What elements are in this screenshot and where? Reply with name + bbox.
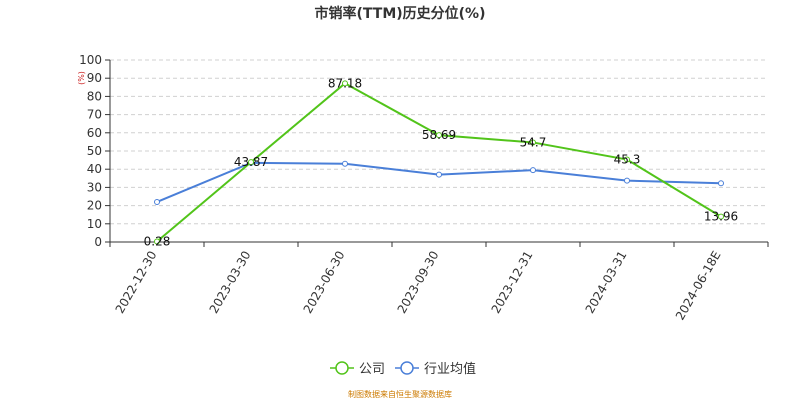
y-tick-label: 60	[87, 126, 102, 140]
data-point	[342, 80, 348, 87]
x-tick-label: 2023-03-30	[207, 249, 254, 316]
x-tick-label: 2023-06-30	[301, 249, 348, 316]
y-tick-label: 70	[87, 108, 102, 122]
y-tick-label: 40	[87, 162, 102, 176]
legend-label: 公司	[359, 362, 385, 377]
data-point	[718, 180, 724, 187]
legend-marker	[335, 361, 349, 375]
y-tick-label: 90	[87, 71, 102, 85]
data-point	[530, 167, 536, 174]
x-axis-ticks: 2022-12-30 2023-03-30 2023-06-30 2023-09-30…	[109, 242, 769, 323]
data-point	[624, 177, 630, 184]
y-tick-label: 10	[87, 217, 102, 231]
data-label: 43.87	[234, 155, 268, 169]
data-point	[154, 238, 160, 245]
data-point	[436, 171, 442, 178]
data-point	[436, 132, 442, 139]
x-tick-label: 2024-06-18E	[673, 249, 724, 323]
data-label: 0.28	[144, 234, 171, 248]
data-point	[624, 156, 630, 163]
data-point	[154, 198, 160, 205]
grid-lines	[110, 59, 768, 225]
data-point	[718, 213, 724, 220]
legend-marker	[400, 361, 414, 375]
source-note: 制图数据来自恒生聚源数据库	[348, 389, 452, 399]
x-tick-label: 2022-12-30	[113, 249, 160, 316]
data-point	[248, 159, 254, 166]
data-point	[530, 139, 536, 146]
y-tick-label: 30	[87, 180, 102, 194]
legend-label: 行业均值	[424, 361, 476, 377]
y-tick-label: 100	[79, 53, 102, 67]
data-label: 87.18	[328, 76, 362, 90]
y-tick-label: 20	[87, 199, 102, 213]
series-lines: 0.28 43.87 87.18 58.69 54.7 45.3 13.96	[144, 76, 739, 248]
y-axis-ticks: 0 10 20 30 40 50 60 70 80 90 100	[79, 53, 110, 249]
x-tick-label: 2023-12-31	[489, 249, 536, 316]
chart-title: 市销率(TTM)历史分位(%)	[315, 5, 486, 22]
y-tick-label: 50	[87, 144, 102, 158]
x-tick-label: 2023-09-30	[395, 249, 442, 316]
y-tick-label: 80	[87, 89, 102, 103]
data-label: 45.3	[614, 153, 641, 167]
y-unit-label: (%)	[77, 71, 86, 85]
legend: 公司 行业均值	[330, 361, 476, 377]
data-label: 58.69	[422, 128, 456, 142]
data-label: 13.96	[704, 210, 738, 224]
data-point	[342, 160, 348, 167]
x-tick-label: 2024-03-31	[583, 249, 630, 316]
data-label: 54.7	[520, 135, 547, 149]
y-tick-label: 0	[94, 235, 102, 249]
